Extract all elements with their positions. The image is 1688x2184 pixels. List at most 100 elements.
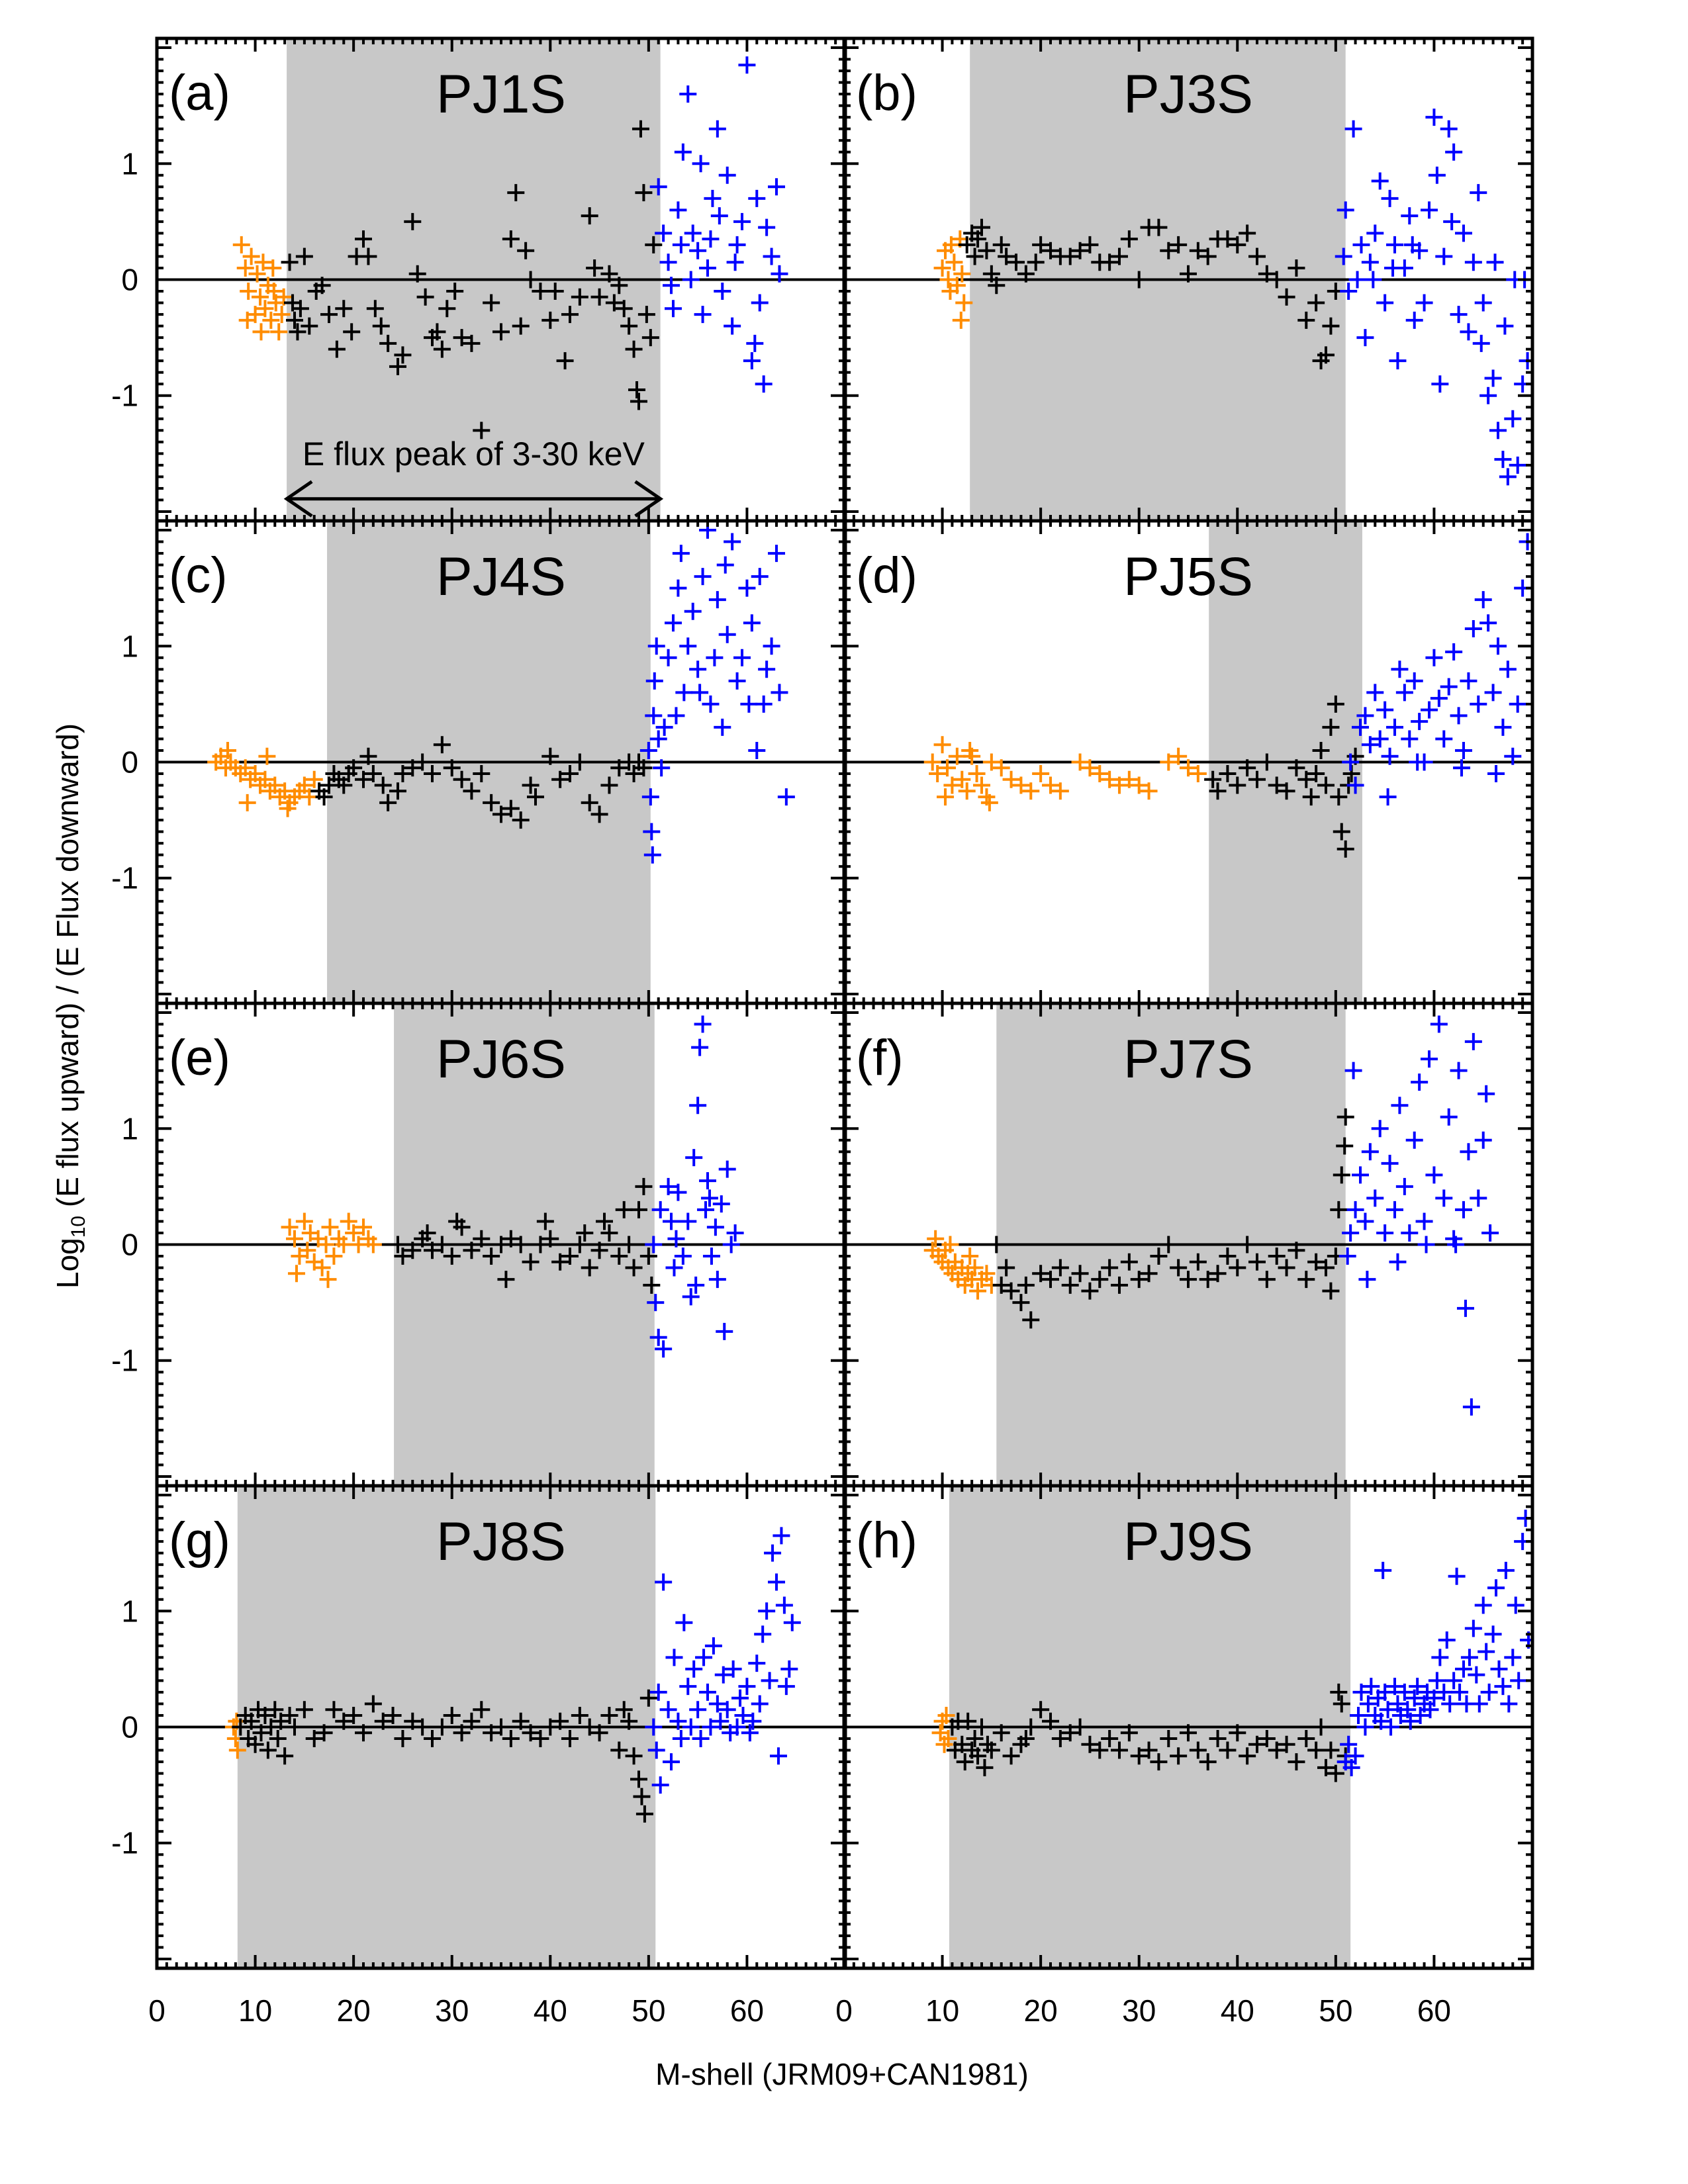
data-point-blue [1364, 271, 1382, 289]
data-point-blue [1464, 253, 1482, 271]
data-point-black [1027, 253, 1045, 271]
data-point-black [1071, 242, 1089, 259]
data-point-black [596, 1212, 613, 1230]
data-point-black [632, 120, 649, 138]
data-point-blue [1474, 1596, 1492, 1614]
data-point-orange [228, 1741, 246, 1759]
arrow-head-left [283, 480, 313, 518]
data-point-blue [1371, 172, 1389, 190]
data-point-black [1278, 782, 1295, 800]
data-point-black [1091, 1741, 1109, 1759]
data-point-black [483, 294, 500, 312]
data-point-blue [674, 143, 692, 161]
data-point-blue [1372, 1712, 1390, 1730]
panel-markers-pj8s [224, 1527, 801, 1823]
data-point-black [291, 300, 309, 318]
data-point-blue [712, 1195, 730, 1213]
data-point-blue [1405, 1689, 1423, 1707]
data-point-black [433, 736, 451, 754]
data-point-orange [1042, 776, 1059, 794]
data-point-orange [941, 283, 959, 300]
data-point-blue [647, 637, 665, 655]
data-point-black [512, 1712, 530, 1730]
data-point-black [473, 422, 491, 439]
data-point-black [1051, 1730, 1069, 1748]
data-point-black [1248, 1735, 1266, 1753]
data-point-blue [647, 1741, 665, 1759]
data-point-black [446, 283, 464, 300]
data-point-black [1322, 317, 1340, 335]
data-point-black [1032, 1701, 1050, 1719]
y-axis-title-log: Log [50, 1238, 85, 1289]
data-point-black [424, 1730, 441, 1748]
data-point-orange [948, 747, 966, 765]
data-point-blue [1484, 369, 1502, 387]
data-point-blue [1344, 120, 1362, 138]
data-point-blue [691, 684, 709, 702]
panel-markers-pj3s [933, 109, 1532, 486]
data-point-black [600, 776, 618, 794]
panel-letter-pj4s: (c) [169, 547, 228, 604]
data-point-blue [1456, 1299, 1474, 1317]
data-point-blue [1391, 1097, 1409, 1115]
data-point-black [1307, 765, 1325, 783]
data-point-black [620, 317, 638, 335]
data-point-black [1061, 1276, 1079, 1294]
data-point-blue [1361, 253, 1379, 271]
data-point-blue [669, 579, 687, 597]
data-point-black [1297, 311, 1315, 329]
data-point-blue [687, 1276, 705, 1294]
data-point-black [1180, 1271, 1197, 1289]
data-point-blue [1470, 1695, 1488, 1713]
data-point-blue [659, 1177, 677, 1195]
y-tick-label: -1 [111, 379, 138, 413]
data-point-black [416, 288, 434, 306]
data-point-orange [941, 1236, 959, 1253]
data-point-black [1111, 248, 1128, 265]
data-point-blue [761, 1672, 778, 1690]
data-point-black [992, 1724, 1010, 1742]
panel-letter-pj1s: (a) [169, 65, 230, 121]
data-point-orange [1022, 782, 1040, 800]
data-point-blue [665, 614, 682, 632]
data-point-blue [1489, 637, 1507, 655]
data-point-blue [1352, 1683, 1370, 1701]
data-point-orange [256, 300, 274, 318]
data-point-black [956, 1753, 974, 1771]
data-point-blue [1405, 311, 1423, 329]
data-point-blue [672, 1730, 690, 1748]
data-point-blue [689, 660, 707, 678]
data-point-blue [1381, 189, 1399, 207]
data-point-blue [763, 248, 780, 265]
data-point-black [1170, 1747, 1188, 1765]
data-point-blue [746, 334, 764, 352]
data-point-blue [675, 1614, 693, 1631]
data-point-black [1101, 1730, 1119, 1748]
data-point-black [1317, 1758, 1335, 1776]
data-point-black [982, 265, 1000, 283]
data-point-blue [1494, 451, 1512, 469]
data-point-orange [953, 770, 971, 788]
x-tick-label: 50 [1319, 1993, 1352, 2028]
data-point-blue [768, 545, 785, 563]
data-point-black [1333, 823, 1350, 841]
data-point-blue [1509, 695, 1526, 713]
data-point-black [453, 770, 471, 788]
data-point-blue [1435, 730, 1453, 748]
data-point-black [1239, 1236, 1256, 1253]
data-point-blue [651, 1776, 669, 1794]
data-point-orange [982, 753, 1000, 771]
panel-markers-pj4s [207, 522, 795, 864]
data-point-black [620, 1236, 638, 1253]
data-point-black [502, 1730, 520, 1748]
data-point-black [301, 317, 318, 335]
data-point-blue [1494, 718, 1512, 736]
data-point-black [1336, 1108, 1354, 1126]
data-point-blue [1366, 684, 1384, 702]
data-point-black [581, 1259, 598, 1277]
data-point-orange [275, 288, 293, 306]
data-point-black [1130, 1271, 1148, 1289]
data-point-orange [1120, 770, 1138, 788]
data-point-black [988, 1236, 1006, 1253]
data-point-black [590, 1724, 608, 1742]
